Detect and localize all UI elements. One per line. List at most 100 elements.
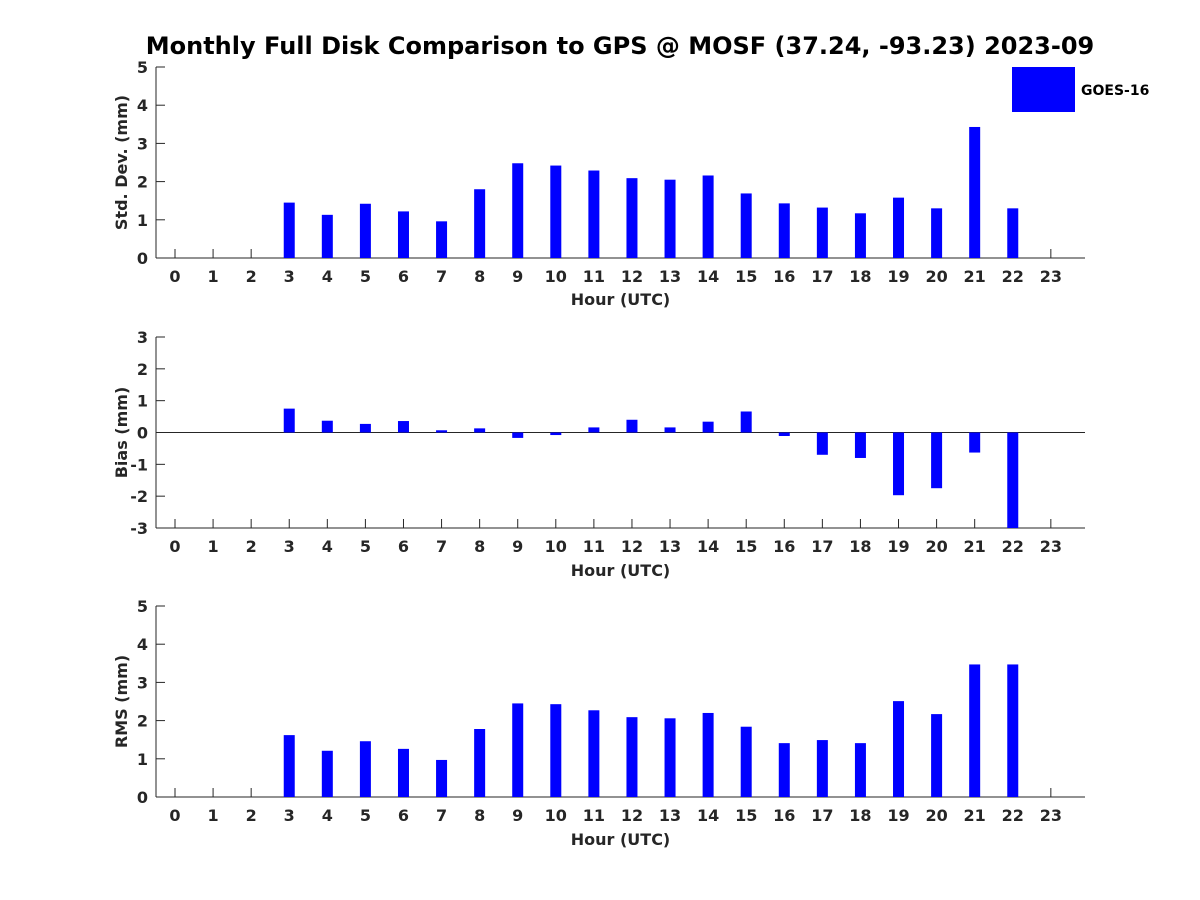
x-tick-label: 15: [735, 806, 757, 825]
bar-hour-8: [474, 189, 486, 258]
x-tick-label: 21: [964, 267, 986, 286]
x-axis-label: Hour (UTC): [571, 561, 671, 580]
bar-hour-8: [474, 428, 486, 433]
x-tick-label: 19: [887, 267, 909, 286]
x-tick-label: 3: [284, 537, 295, 556]
bar-hour-14: [702, 421, 714, 433]
x-tick-label: 7: [436, 537, 447, 556]
legend: GOES-16: [1012, 67, 1149, 112]
x-tick-label: 4: [322, 267, 333, 286]
bar-hour-20: [931, 208, 943, 258]
x-tick-label: 18: [849, 806, 871, 825]
y-tick-label: 0: [137, 249, 148, 268]
x-tick-label: 21: [964, 806, 986, 825]
x-tick-label: 12: [621, 537, 643, 556]
x-tick-label: 14: [697, 806, 719, 825]
y-tick-label: 2: [137, 712, 148, 731]
x-tick-label: 17: [811, 806, 833, 825]
bar-hour-12: [626, 419, 638, 433]
y-tick-label: 1: [137, 392, 148, 411]
bar-hour-13: [664, 179, 676, 258]
bar-hour-17: [816, 432, 828, 455]
y-tick-label: 1: [137, 211, 148, 230]
x-tick-label: 6: [398, 806, 409, 825]
bar-hour-14: [702, 712, 714, 797]
bar-hour-10: [550, 432, 562, 436]
y-tick-label: 1: [137, 750, 148, 769]
x-tick-label: 19: [887, 537, 909, 556]
bar-hour-11: [588, 710, 600, 797]
bar-hour-15: [740, 726, 752, 797]
bar-hour-6: [397, 421, 409, 433]
x-tick-label: 10: [545, 267, 567, 286]
x-tick-label: 17: [811, 267, 833, 286]
bar-hour-16: [778, 203, 790, 258]
y-tick-label: 4: [137, 96, 148, 115]
bar-hour-3: [283, 735, 295, 797]
bar-hour-13: [664, 427, 676, 433]
y-tick-label: 3: [137, 134, 148, 153]
bar-hour-4: [321, 420, 333, 433]
bar-hour-22: [1007, 664, 1019, 797]
x-tick-label: 15: [735, 267, 757, 286]
bar-hour-9: [512, 163, 524, 258]
legend-box: [1012, 67, 1075, 112]
bar-hour-11: [588, 170, 600, 258]
bar-hour-21: [969, 664, 981, 797]
x-tick-label: 2: [246, 267, 257, 286]
x-tick-label: 3: [284, 806, 295, 825]
bar-hour-6: [397, 211, 409, 258]
bar-hour-17: [816, 207, 828, 258]
bar-hour-3: [283, 408, 295, 433]
bar-hour-13: [664, 718, 676, 797]
y-tick-label: 0: [137, 424, 148, 443]
x-tick-label: 16: [773, 267, 795, 286]
x-tick-label: 10: [545, 806, 567, 825]
x-tick-label: 12: [621, 806, 643, 825]
x-tick-label: 4: [322, 537, 333, 556]
y-tick-label: -2: [130, 487, 148, 506]
x-tick-label: 0: [169, 806, 180, 825]
bar-hour-11: [588, 427, 600, 433]
bar-hour-17: [816, 740, 828, 797]
bar-hour-20: [931, 714, 943, 797]
x-tick-label: 22: [1002, 537, 1024, 556]
x-tick-label: 1: [208, 806, 219, 825]
x-tick-label: 18: [849, 537, 871, 556]
x-axis-label: Hour (UTC): [571, 290, 671, 309]
bar-hour-3: [283, 202, 295, 258]
x-tick-label: 9: [512, 267, 523, 286]
x-tick-label: 22: [1002, 267, 1024, 286]
x-tick-label: 10: [545, 537, 567, 556]
y-axis-label: Bias (mm): [112, 387, 131, 479]
x-tick-label: 19: [887, 806, 909, 825]
y-tick-label: 2: [137, 173, 148, 192]
bar-hour-15: [740, 411, 752, 433]
x-tick-label: 11: [583, 267, 605, 286]
bar-hour-4: [321, 750, 333, 797]
bar-hour-7: [436, 221, 448, 258]
x-tick-label: 12: [621, 267, 643, 286]
x-tick-label: 1: [208, 537, 219, 556]
y-tick-label: 3: [137, 328, 148, 347]
x-tick-label: 11: [583, 806, 605, 825]
x-tick-label: 18: [849, 267, 871, 286]
bar-hour-7: [436, 430, 448, 433]
x-tick-label: 8: [474, 806, 485, 825]
x-axis-label: Hour (UTC): [571, 830, 671, 849]
bar-hour-7: [436, 759, 448, 797]
x-tick-label: 22: [1002, 806, 1024, 825]
x-tick-label: 15: [735, 537, 757, 556]
bar-hour-19: [893, 432, 905, 496]
bar-hour-5: [359, 741, 371, 797]
x-tick-label: 1: [208, 267, 219, 286]
x-tick-label: 3: [284, 267, 295, 286]
bar-hour-6: [397, 748, 409, 797]
bar-hour-5: [359, 423, 371, 433]
x-tick-label: 9: [512, 537, 523, 556]
